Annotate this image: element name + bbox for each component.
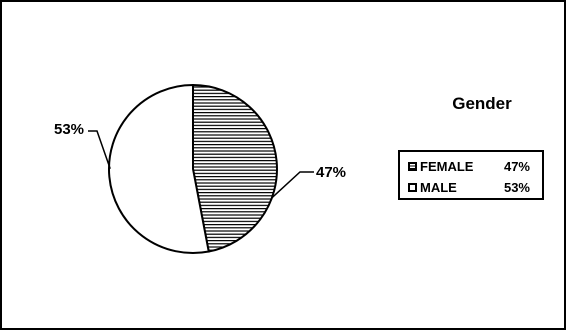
pie — [108, 83, 278, 254]
legend-item-female: FEMALE 47% — [408, 158, 530, 174]
leader-lines — [88, 130, 314, 199]
leader-line-female — [271, 171, 314, 199]
pie-slice-female — [192, 83, 278, 253]
chart-title: Gender — [452, 94, 512, 113]
data-label-female: 47% — [316, 164, 346, 181]
legend: FEMALE 47% MALE 53% — [398, 150, 544, 200]
legend-label-female: FEMALE — [420, 158, 474, 174]
legend-swatch-male — [408, 182, 417, 192]
leader-line-male — [88, 130, 111, 170]
data-label-male: 53% — [54, 121, 84, 138]
legend-value-female: 47% — [503, 158, 530, 174]
pie-slice-male — [108, 83, 210, 254]
legend-item-male: MALE 53% — [408, 179, 530, 195]
legend-value-male: 53% — [503, 179, 530, 195]
legend-swatch-female — [408, 161, 417, 171]
legend-label-male: MALE — [420, 179, 457, 195]
